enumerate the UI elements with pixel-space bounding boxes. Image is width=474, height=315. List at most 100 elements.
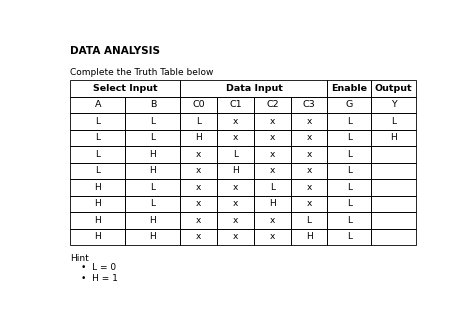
- Text: x: x: [196, 199, 201, 209]
- Text: A: A: [95, 100, 101, 110]
- Bar: [70, 212, 125, 229]
- Bar: [70, 196, 125, 212]
- Bar: [328, 130, 372, 146]
- Text: L: L: [95, 166, 100, 175]
- Bar: [328, 97, 372, 113]
- Bar: [125, 196, 181, 212]
- Text: L: L: [150, 199, 155, 209]
- Bar: [181, 97, 217, 113]
- Text: L: L: [270, 183, 275, 192]
- Text: Output: Output: [375, 84, 412, 93]
- Text: •  H = 1: • H = 1: [82, 274, 118, 283]
- Text: x: x: [270, 134, 275, 142]
- Bar: [181, 113, 217, 130]
- Text: H: H: [269, 199, 276, 209]
- Bar: [125, 163, 181, 179]
- Bar: [217, 163, 254, 179]
- Text: Data Input: Data Input: [226, 84, 283, 93]
- Text: C2: C2: [266, 100, 279, 110]
- Bar: [254, 179, 291, 196]
- Text: x: x: [196, 216, 201, 225]
- Text: Hint: Hint: [70, 254, 89, 263]
- Text: L: L: [347, 134, 352, 142]
- Bar: [372, 80, 416, 97]
- Text: H: H: [195, 134, 202, 142]
- Text: L: L: [150, 117, 155, 126]
- Bar: [70, 163, 125, 179]
- Text: H: H: [232, 166, 239, 175]
- Text: x: x: [270, 232, 275, 241]
- Text: x: x: [233, 232, 238, 241]
- Text: x: x: [306, 134, 312, 142]
- Text: C1: C1: [229, 100, 242, 110]
- Bar: [181, 212, 217, 229]
- Bar: [328, 196, 372, 212]
- Bar: [217, 97, 254, 113]
- Text: B: B: [150, 100, 156, 110]
- Bar: [291, 97, 328, 113]
- Text: H: H: [150, 232, 156, 241]
- Bar: [254, 229, 291, 245]
- Bar: [217, 130, 254, 146]
- Bar: [291, 163, 328, 179]
- Text: L: L: [347, 166, 352, 175]
- Bar: [328, 179, 372, 196]
- Text: DATA ANALYSIS: DATA ANALYSIS: [70, 46, 160, 56]
- Text: H: H: [94, 199, 101, 209]
- Bar: [372, 113, 416, 130]
- Bar: [372, 196, 416, 212]
- Bar: [125, 179, 181, 196]
- Bar: [254, 212, 291, 229]
- Text: Y: Y: [391, 100, 396, 110]
- Text: G: G: [346, 100, 353, 110]
- Bar: [372, 179, 416, 196]
- Bar: [372, 163, 416, 179]
- Bar: [328, 80, 372, 97]
- Bar: [181, 163, 217, 179]
- Bar: [70, 229, 125, 245]
- Bar: [291, 196, 328, 212]
- Text: H: H: [306, 232, 312, 241]
- Text: H: H: [390, 134, 397, 142]
- Bar: [70, 146, 125, 163]
- Bar: [291, 146, 328, 163]
- Text: x: x: [196, 183, 201, 192]
- Text: L: L: [233, 150, 238, 159]
- Bar: [291, 130, 328, 146]
- Text: x: x: [306, 199, 312, 209]
- Text: L: L: [347, 199, 352, 209]
- Text: C0: C0: [192, 100, 205, 110]
- Text: L: L: [347, 232, 352, 241]
- Text: x: x: [270, 216, 275, 225]
- Bar: [217, 146, 254, 163]
- Bar: [181, 146, 217, 163]
- Text: L: L: [347, 183, 352, 192]
- Bar: [125, 229, 181, 245]
- Text: L: L: [347, 216, 352, 225]
- Text: x: x: [233, 117, 238, 126]
- Bar: [328, 113, 372, 130]
- Text: Select Input: Select Input: [93, 84, 158, 93]
- Bar: [70, 179, 125, 196]
- Text: x: x: [196, 150, 201, 159]
- Bar: [125, 146, 181, 163]
- Bar: [328, 163, 372, 179]
- Text: •  L = 0: • L = 0: [82, 263, 117, 272]
- Text: H: H: [150, 150, 156, 159]
- Bar: [372, 130, 416, 146]
- Text: x: x: [270, 166, 275, 175]
- Bar: [217, 212, 254, 229]
- Bar: [181, 179, 217, 196]
- Text: x: x: [233, 199, 238, 209]
- Bar: [372, 212, 416, 229]
- Text: C3: C3: [303, 100, 315, 110]
- Text: x: x: [306, 150, 312, 159]
- Text: L: L: [95, 150, 100, 159]
- Bar: [181, 130, 217, 146]
- Text: x: x: [306, 183, 312, 192]
- Text: L: L: [347, 117, 352, 126]
- Bar: [217, 196, 254, 212]
- Bar: [70, 80, 181, 97]
- Bar: [254, 146, 291, 163]
- Bar: [291, 212, 328, 229]
